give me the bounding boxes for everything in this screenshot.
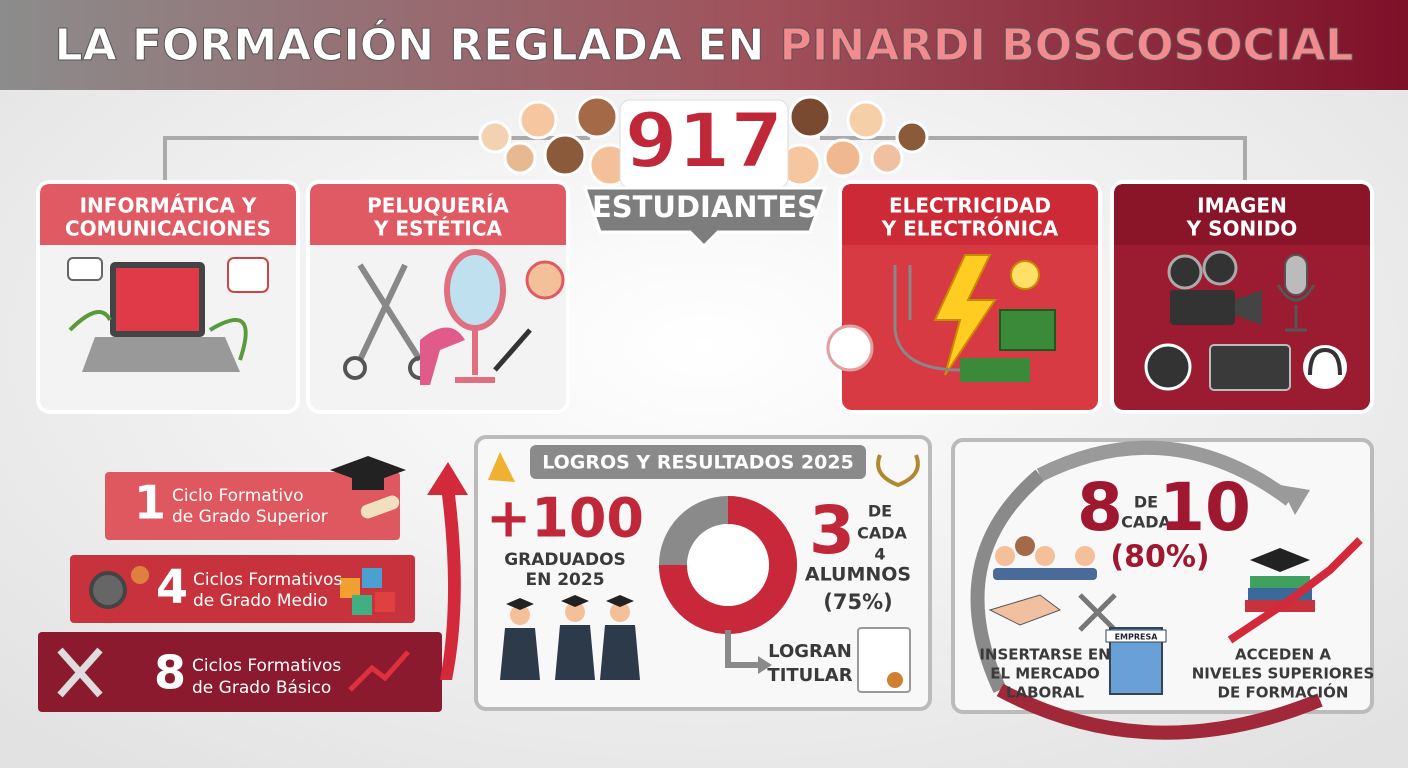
connector — [163, 136, 1247, 180]
card-title: ELECTRICIDAD — [889, 194, 1051, 218]
employment-number: 10 — [1159, 469, 1251, 546]
cycle-arrow — [1036, 440, 1295, 506]
outcome-text: TITULAR — [767, 665, 852, 686]
cycle-arrow — [970, 469, 1045, 693]
title-highlight: PINARDI BOSCOSOCIAL — [780, 20, 1354, 71]
card-title: Y SONIDO — [1186, 217, 1298, 241]
books-icon — [1227, 537, 1363, 644]
employment-word: DE — [1134, 493, 1158, 512]
step-text: de Grado Superior — [172, 507, 328, 527]
employment-text: DE FORMACIÓN — [1218, 683, 1349, 702]
donut-hole — [687, 524, 769, 606]
ratio-word: DE — [868, 502, 892, 521]
graduates-count: +100 — [486, 487, 644, 550]
building-sign — [1105, 629, 1167, 643]
ratio-text: ALUMNOS — [805, 564, 911, 586]
employment-text: NIVELES SUPERIORES — [1192, 665, 1375, 683]
achievements-title-bar — [530, 445, 866, 479]
employment-panel — [951, 438, 1374, 714]
graduates-figures — [500, 595, 640, 680]
card: IMAGEN Y SONIDO — [1110, 180, 1374, 414]
laurel-icon — [876, 454, 920, 488]
step-count: 1 — [134, 476, 166, 530]
party-icon — [488, 452, 515, 482]
employment-number: 8 — [1077, 469, 1123, 546]
outcome-text: LOGRAN — [768, 641, 852, 662]
step-text: Ciclo Formativo — [172, 486, 304, 506]
step-count: 8 — [154, 646, 186, 700]
card: INFORMÁTICA Y COMUNICACIONES — [36, 180, 300, 414]
card-title: Y ELECTRÓNICA — [881, 217, 1059, 241]
arrow-head — [758, 656, 772, 674]
step-text: Ciclos Formativos — [193, 570, 342, 590]
employment-text: EL MERCADO — [990, 665, 1100, 683]
graduates-text: EN 2025 — [525, 570, 604, 590]
step-text: Ciclos Formativos — [192, 656, 341, 676]
card: PELUQUERÍA Y ESTÉTICA — [306, 180, 570, 414]
employment-text: INSERTARSE EN — [979, 646, 1110, 664]
students-label: ESTUDIANTES — [592, 190, 818, 224]
title-part: LA FORMACIÓN REGLADA EN — [55, 18, 780, 71]
card-title: IMAGEN — [1197, 194, 1287, 218]
achievements-title: LOGROS Y RESULTADOS 2025 — [542, 452, 854, 474]
card-title: Y ESTÉTICA — [373, 217, 503, 241]
page-title: LA FORMACIÓN REGLADA EN PINARDI BOSCOSOC… — [55, 18, 1354, 71]
ratio-number: 4 — [874, 545, 885, 564]
step-count: 4 — [156, 560, 188, 614]
cycle-arrow-head — [1280, 485, 1310, 515]
building-sign-text: EMPRESA — [1115, 633, 1159, 642]
card: ELECTRICIDAD Y ELECTRÓNICA — [826, 180, 1102, 414]
arrow — [725, 630, 760, 668]
ratio-word: CADA — [857, 524, 907, 543]
donut-arc — [659, 496, 797, 634]
employment-word: CADA — [1121, 513, 1171, 532]
card-title: COMUNICACIONES — [65, 217, 271, 241]
header-band — [0, 0, 1408, 90]
cycle-arrow — [996, 683, 1323, 740]
graduates-text: GRADUADOS — [504, 550, 626, 570]
steps — [38, 456, 468, 712]
card-title: INFORMÁTICA Y — [80, 194, 257, 218]
certificate-seal — [887, 672, 903, 688]
employment-text: ACCEDEN A — [1235, 646, 1331, 664]
step-text: de Grado Medio — [193, 591, 328, 611]
ratio-number: 3 — [809, 492, 855, 569]
card-title: PELUQUERÍA — [367, 194, 509, 218]
student-count: 917 — [625, 96, 784, 185]
employment-percent: (80%) — [1110, 540, 1209, 575]
students-pill — [582, 186, 828, 249]
ratio-percent: (75%) — [823, 590, 892, 614]
workers-icon — [988, 536, 1117, 632]
employment-text: LABORAL — [1006, 684, 1085, 702]
step-text: de Grado Básico — [192, 678, 331, 698]
